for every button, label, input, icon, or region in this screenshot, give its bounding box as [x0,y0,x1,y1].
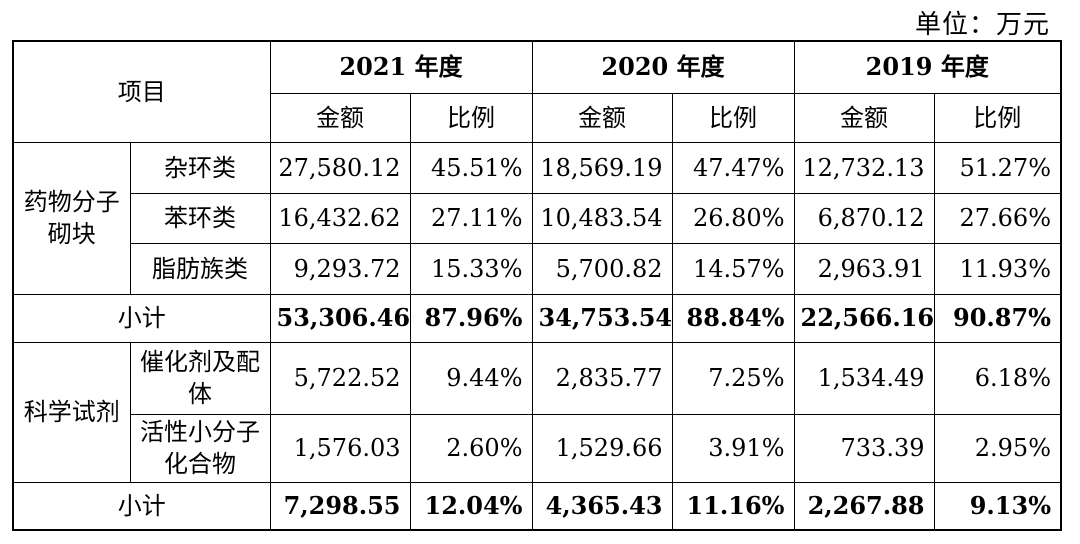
header-year-2021: 2021 年度 [269,40,533,94]
cell-amount: 9,293.72 [269,242,411,295]
cell-amount: 5,700.82 [531,242,673,295]
subtotal-amount: 22,566.16 [793,293,935,343]
cell-ratio: 2.60% [409,413,533,483]
header-amount: 金额 [531,92,673,143]
row-name: 苯环类 [129,192,271,244]
row-name: 催化剂及配体 [129,341,271,415]
cell-ratio: 2.95% [933,413,1062,483]
table-row: 苯环类 16,432.62 27.11% 10,483.54 26.80% 6,… [13,192,1062,244]
cell-amount: 16,432.62 [269,192,411,244]
unit-label: 单位：万元 [914,10,1050,40]
cell-ratio: 51.27% [933,141,1062,194]
subtotal-ratio: 90.87% [933,293,1062,343]
header-item: 项目 [12,40,271,143]
header-amount: 金额 [269,92,411,143]
cell-amount: 10,483.54 [531,192,673,244]
cell-ratio: 3.91% [671,413,795,483]
category-label: 科学试剂 [12,341,131,483]
header-year-2019: 2019 年度 [793,40,1062,94]
subtotal-ratio: 88.84% [671,293,795,343]
cell-amount: 12,732.13 [793,141,935,194]
subtotal-ratio: 87.96% [409,293,533,343]
header-amount: 金额 [793,92,935,143]
header-year-2020: 2020 年度 [531,40,795,94]
category-label: 药物分子砌块 [12,141,131,295]
cell-amount: 2,835.77 [531,341,673,415]
cell-ratio: 47.47% [671,141,795,194]
cell-amount: 2,963.91 [793,242,935,295]
cell-ratio: 27.66% [933,192,1062,244]
subtotal-label: 小计 [12,481,271,531]
header-ratio: 比例 [671,92,795,143]
cell-ratio: 6.18% [933,341,1062,415]
header-ratio: 比例 [409,92,533,143]
subtotal-amount: 53,306.46 [269,293,411,343]
subtotal-ratio: 9.13% [933,481,1062,531]
subtotal-amount: 7,298.55 [269,481,411,531]
table-row: 药物分子砌块 杂环类 27,580.12 45.51% 18,569.19 47… [12,141,1062,295]
table-row: 科学试剂 催化剂及配体 5,722.52 9.44% 2,835.77 7.25… [12,341,1062,483]
cell-ratio: 27.11% [409,192,533,244]
cell-amount: 733.39 [793,413,935,483]
header-row-years: 项目 2021 年度 2020 年度 2019 年度 [12,40,1062,143]
cell-ratio: 45.51% [409,141,533,194]
cell-amount: 27,580.12 [269,141,411,194]
subtotal-amount: 34,753.54 [531,293,673,343]
revenue-breakdown-table: 项目 2021 年度 2020 年度 2019 年度 金额 比例 金额 比例 金… [12,40,1062,531]
table-row: 活性小分子化合物 1,576.03 2.60% 1,529.66 3.91% 7… [13,413,1062,483]
subtotal-row: 小计 53,306.46 87.96% 34,753.54 88.84% 22,… [12,293,1062,343]
subtotal-ratio: 11.16% [671,481,795,531]
cell-amount: 1,534.49 [793,341,935,415]
cell-amount: 6,870.12 [793,192,935,244]
header-ratio: 比例 [933,92,1062,143]
row-name: 活性小分子化合物 [129,413,271,483]
cell-ratio: 11.93% [933,242,1062,295]
cell-ratio: 9.44% [409,341,533,415]
cell-amount: 18,569.19 [531,141,673,194]
cell-ratio: 14.57% [671,242,795,295]
cell-ratio: 7.25% [671,341,795,415]
subtotal-row: 小计 7,298.55 12.04% 4,365.43 11.16% 2,267… [12,481,1062,531]
subtotal-ratio: 12.04% [409,481,533,531]
table-row: 脂肪族类 9,293.72 15.33% 5,700.82 14.57% 2,9… [13,242,1062,295]
cell-ratio: 15.33% [409,242,533,295]
cell-amount: 1,576.03 [269,413,411,483]
cell-ratio: 26.80% [671,192,795,244]
subtotal-amount: 4,365.43 [531,481,673,531]
subtotal-label: 小计 [12,293,271,343]
subtotal-amount: 2,267.88 [793,481,935,531]
cell-amount: 1,529.66 [531,413,673,483]
row-name: 脂肪族类 [129,242,271,295]
row-name: 杂环类 [129,141,271,194]
cell-amount: 5,722.52 [269,341,411,415]
